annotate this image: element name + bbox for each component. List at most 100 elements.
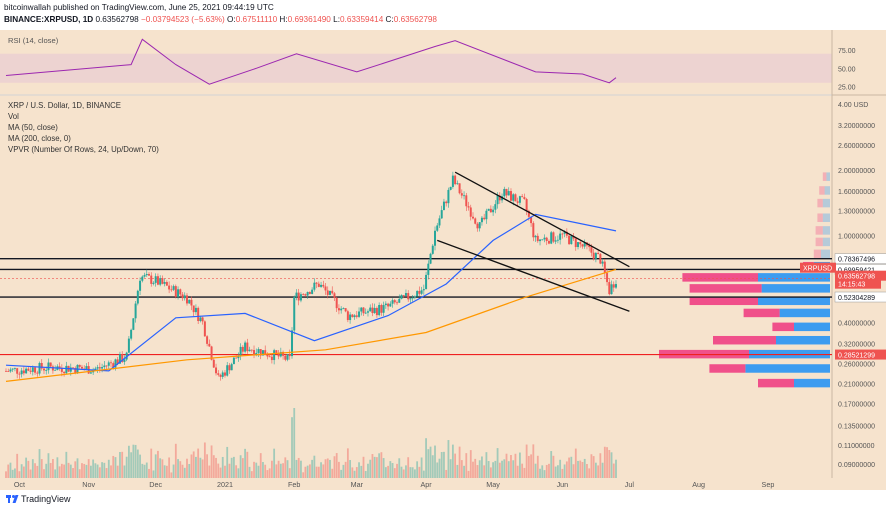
volume-bar <box>353 470 356 478</box>
volume-bar <box>539 468 541 478</box>
vpvr-down-bar <box>682 273 758 282</box>
volume-bar <box>22 466 25 478</box>
volume-bar <box>460 460 463 478</box>
vpvr-up-bar <box>794 322 830 332</box>
candle-body <box>476 223 479 229</box>
vpvr-up-bar <box>822 237 830 247</box>
volume-bar <box>384 467 387 478</box>
volume-bar <box>599 453 602 478</box>
volume-bar <box>101 462 103 478</box>
volume-bar <box>396 463 398 478</box>
volume-bar <box>610 452 613 478</box>
volume-bar <box>434 445 436 478</box>
candle-body <box>554 240 557 242</box>
volume-bar <box>503 459 506 478</box>
volume-bar <box>295 459 298 478</box>
level-label: XRPUSD <box>803 266 832 273</box>
level-label: 0.78367496 <box>838 257 875 264</box>
volume-bar <box>239 455 242 478</box>
candle-body <box>465 195 468 207</box>
legend-entry: XRP / U.S. Dollar, 1D, BINANCE <box>8 101 121 110</box>
volume-bar <box>557 465 559 478</box>
volume-bar <box>121 451 124 478</box>
volume-bar <box>554 466 557 478</box>
candle-body <box>599 254 602 264</box>
ma200-line <box>5 268 617 382</box>
legend-entry: VPVR (Number Of Rows, 24, Up/Down, 70) <box>8 145 159 154</box>
chart-svg[interactable]: 75.00 50.00 25.00 4.00 USD 3.20000000 2.60000… <box>0 28 886 490</box>
candle-body <box>105 365 108 367</box>
volume-bar <box>592 456 595 478</box>
volume-bar <box>597 465 600 478</box>
volume-bar <box>494 460 497 478</box>
candle-body <box>527 210 530 217</box>
candle-body <box>103 365 106 368</box>
candle-body <box>141 276 144 281</box>
last-price: 0.63562798 <box>95 15 139 24</box>
candle-body <box>418 290 421 294</box>
candle-body <box>393 300 396 303</box>
candle-body <box>407 293 410 300</box>
candle-body <box>317 283 320 287</box>
candle-body <box>235 357 238 359</box>
candle-body <box>568 235 571 245</box>
candle-body <box>480 217 483 223</box>
volume-bar <box>177 459 179 478</box>
ma50-line <box>5 213 617 372</box>
volume-bar <box>519 452 521 478</box>
volume-bar <box>371 454 374 478</box>
candle-body <box>331 290 334 294</box>
volume-bar <box>293 408 296 478</box>
candle-body <box>40 362 43 369</box>
volume-bar <box>340 469 343 478</box>
candle-body <box>85 366 88 369</box>
volume-bar <box>456 464 459 478</box>
candle-body <box>199 317 202 321</box>
volume-bar <box>123 465 126 478</box>
tradingview-logo[interactable]: TradingView <box>6 494 71 504</box>
volume-bar <box>445 469 448 478</box>
candle-body <box>210 346 213 360</box>
candle-body <box>608 282 611 295</box>
candle-body <box>127 338 130 353</box>
volume-bar <box>523 467 526 478</box>
volume-bar <box>440 452 443 478</box>
volume-bar <box>615 459 617 478</box>
rsi-label: RSI (14, close) <box>8 36 59 45</box>
volume-bar <box>311 459 314 478</box>
candle-body <box>378 305 381 316</box>
candle-body <box>143 275 146 277</box>
candle-body <box>503 188 506 197</box>
candle-body <box>270 356 273 361</box>
volume-bar <box>45 463 48 478</box>
candle-body <box>514 194 517 202</box>
vpvr-down-bar <box>817 213 823 222</box>
volume-bar <box>409 467 412 478</box>
volume-bar <box>286 460 289 478</box>
volume-bar <box>92 459 95 478</box>
candle-body <box>326 290 329 295</box>
candle-body <box>344 308 347 312</box>
candle-body <box>244 342 247 352</box>
volume-bar <box>563 464 566 478</box>
candle-body <box>201 317 204 322</box>
volume-bar <box>143 464 146 478</box>
candle-body <box>375 307 378 316</box>
vpvr-up-bar <box>826 172 830 181</box>
volume-bar <box>467 470 470 478</box>
candle-body <box>284 355 287 360</box>
volume-bar <box>29 469 32 478</box>
volume-bar <box>152 470 155 478</box>
rsi-tick: 75.00 <box>838 48 856 55</box>
volume-bar <box>197 448 200 478</box>
vpvr-up-bar <box>745 364 830 373</box>
volume-bar <box>574 448 577 478</box>
candle-body <box>54 369 57 371</box>
volume-bar <box>532 444 535 478</box>
volume-bar <box>362 456 365 478</box>
volume-bar <box>487 461 490 478</box>
chart-area[interactable]: 75.00 50.00 25.00 4.00 USD 3.20000000 2.60000… <box>0 28 886 490</box>
candle-body <box>487 208 490 211</box>
price-tick: 0.21000000 <box>838 382 875 389</box>
volume-bar <box>463 465 465 478</box>
